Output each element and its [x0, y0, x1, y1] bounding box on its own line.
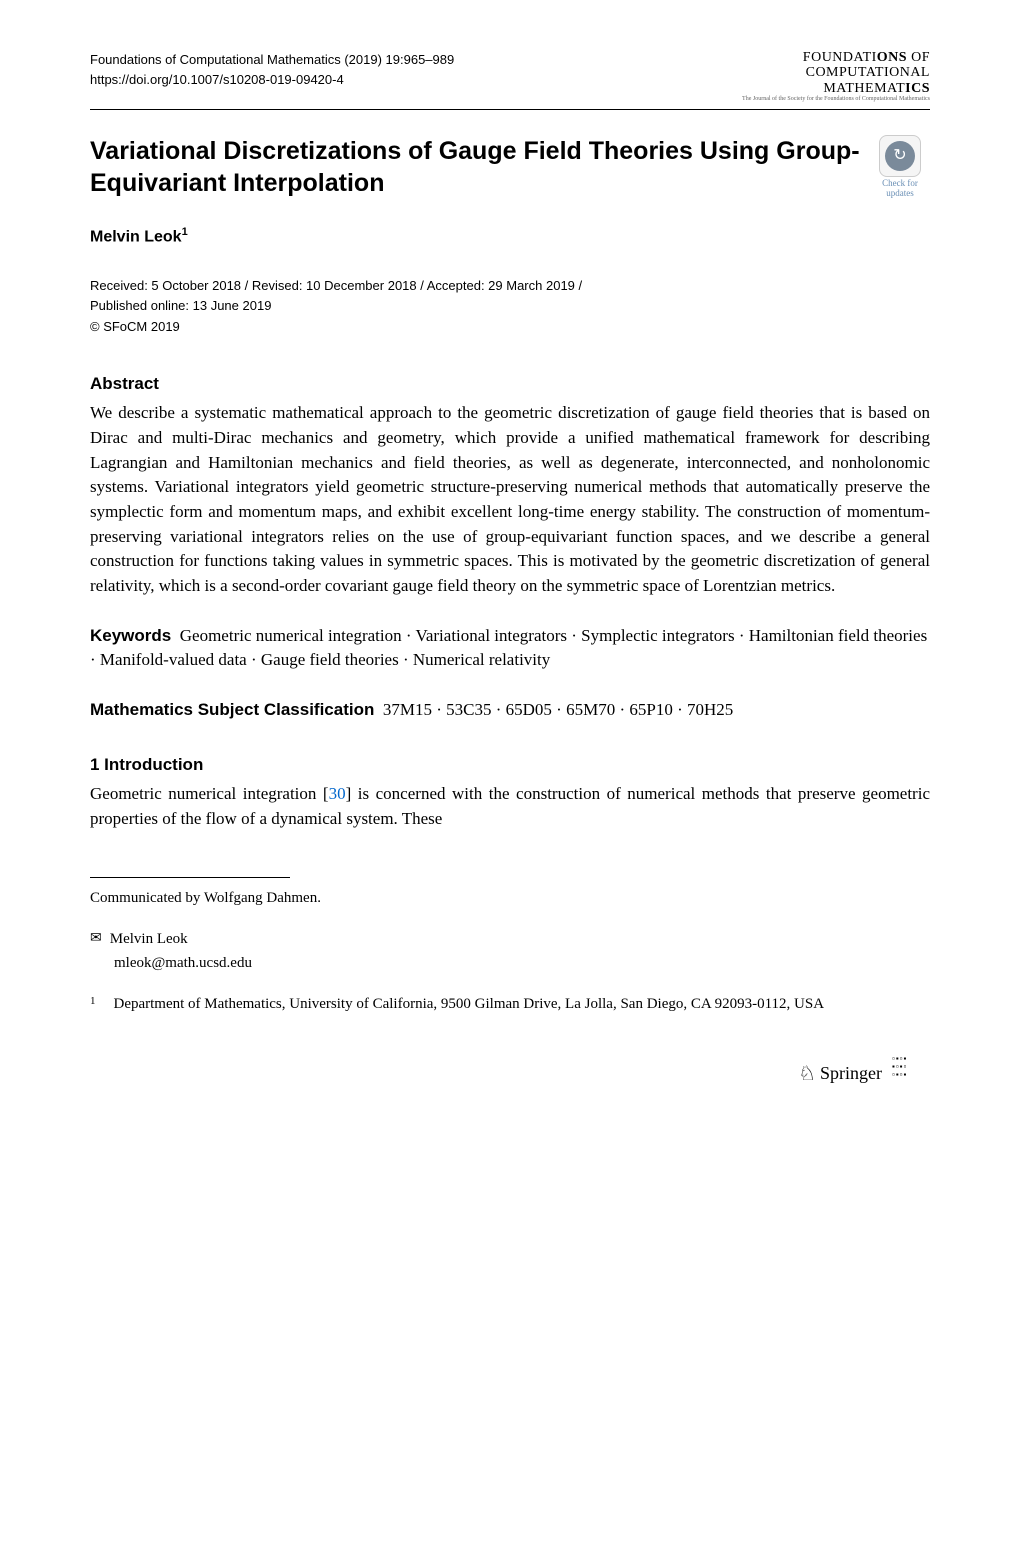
springer-logo: ♘ Springer	[798, 1060, 882, 1088]
logo-tagline: The Journal of the Society for the Found…	[742, 96, 930, 103]
springer-horse-icon: ♘	[798, 1060, 816, 1088]
date-published: Published online: 13 June 2019	[90, 296, 930, 316]
footer-divider	[90, 877, 290, 878]
affiliation-marker: 1	[90, 994, 96, 1015]
corresponding-author: ✉ Melvin Leok	[90, 929, 930, 950]
msc-block: Mathematics Subject Classification 37M15…	[90, 698, 930, 723]
abstract-text: We describe a systematic mathematical ap…	[90, 401, 930, 598]
check-updates-icon: ↻	[879, 135, 921, 177]
author-name: Melvin Leok1	[90, 225, 930, 249]
qr-code-icon: ▫▪▫▪▪▫▪▫▫▪▫▪	[892, 1055, 930, 1093]
article-dates: Received: 5 October 2018 / Revised: 10 D…	[90, 276, 930, 315]
copyright-notice: © SFoCM 2019	[90, 318, 930, 336]
msc-codes: 37M15 · 53C35 · 65D05 · 65M70 · 65P10 · …	[383, 700, 733, 719]
page-header: Foundations of Computational Mathematics…	[90, 50, 930, 103]
logo-line-3: MATHEMATICS	[742, 81, 930, 96]
dates-received-revised-accepted: Received: 5 October 2018 / Revised: 10 D…	[90, 276, 930, 296]
affiliation-block: 1 Department of Mathematics, University …	[90, 994, 930, 1015]
doi-link[interactable]: https://doi.org/10.1007/s10208-019-09420…	[90, 70, 454, 90]
article-title: Variational Discretizations of Gauge Fie…	[90, 135, 930, 200]
introduction-text: Geometric numerical integration [30] is …	[90, 782, 930, 831]
header-divider	[90, 109, 930, 110]
msc-label: Mathematics Subject Classification	[90, 700, 374, 719]
publisher-footer: ♘ Springer ▫▪▫▪▪▫▪▫▫▪▫▪	[90, 1055, 930, 1093]
keywords-block: Keywords Geometric numerical integration…	[90, 624, 930, 673]
check-updates-label: Check for updates	[870, 179, 930, 199]
affiliation-text: Department of Mathematics, University of…	[114, 994, 825, 1015]
mail-icon: ✉	[90, 929, 102, 949]
check-for-updates-badge[interactable]: ↻ Check for updates	[870, 135, 930, 199]
journal-logo: FOUNDATIONS OF COMPUTATIONAL MATHEMATICS…	[742, 50, 930, 103]
corresponding-author-name: Melvin Leok	[110, 929, 188, 950]
publisher-name: Springer	[820, 1061, 882, 1086]
logo-line-2: COMPUTATIONAL	[742, 65, 930, 80]
communicated-by: Communicated by Wolfgang Dahmen.	[90, 888, 930, 909]
abstract-heading: Abstract	[90, 372, 930, 396]
keywords-text: Geometric numerical integration · Variat…	[90, 626, 927, 670]
author-email: mleok@math.ucsd.edu	[114, 953, 930, 974]
keywords-label: Keywords	[90, 626, 171, 645]
logo-line-1: FOUNDATIONS OF	[742, 50, 930, 65]
citation-link[interactable]: 30	[329, 784, 346, 803]
journal-info: Foundations of Computational Mathematics…	[90, 50, 454, 89]
journal-citation: Foundations of Computational Mathematics…	[90, 50, 454, 70]
introduction-heading: 1 Introduction	[90, 753, 930, 777]
